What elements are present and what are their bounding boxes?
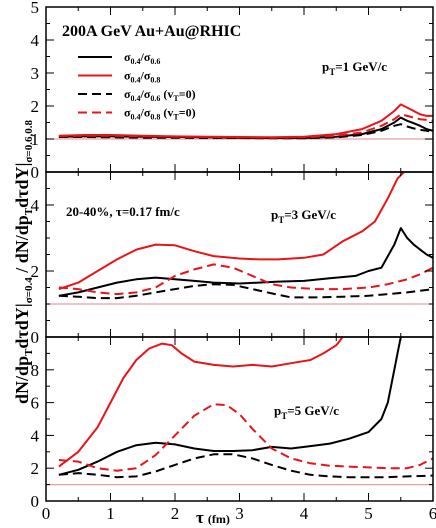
series-line-1 — [58, 337, 402, 476]
y-tick-label: 2 — [31, 262, 40, 281]
legend-label: σ0.4/σ0.6 — [124, 50, 160, 66]
y-tick-label: 0 — [31, 492, 40, 511]
x-tick-label: 6 — [429, 504, 436, 523]
y-tick-label: 1 — [31, 130, 40, 149]
pt-annotation: pT=1 GeV/c — [322, 59, 387, 77]
panel-title: 200A GeV Au+Au@RHIC — [62, 23, 241, 40]
x-tick-label: 5 — [364, 504, 373, 523]
y-tick-label: 3 — [31, 64, 40, 83]
series-line-2 — [58, 337, 344, 468]
y-tick-label: 2 — [31, 97, 40, 116]
y-tick-label: 4 — [31, 196, 40, 215]
series-line-2 — [58, 103, 433, 139]
series-line-1 — [58, 227, 433, 297]
y-tick-label: 0 — [31, 163, 40, 182]
series-group — [58, 337, 433, 479]
panel-frame — [45, 171, 434, 338]
y-tick-label: 4 — [31, 426, 40, 445]
y-tick-label: 6 — [31, 394, 40, 413]
y-tick-label: 0 — [31, 328, 40, 347]
pt-annotation: pT=5 GeV/c — [274, 403, 339, 421]
y-axis-label: dN/dpTdτdY|σ=0.4 / dN/dpTdτdY|σ=0.6,0.8 — [12, 120, 35, 404]
x-tick-label: 0 — [42, 504, 51, 523]
series-line-4 — [58, 403, 433, 472]
panel-title: 20-40%, τ=0.17 fm/c — [66, 204, 180, 219]
x-tick-label: 3 — [235, 504, 244, 523]
series-group — [58, 103, 433, 140]
x-tick-label: 2 — [171, 504, 180, 523]
x-tick-label: 1 — [106, 504, 115, 523]
x-axis-label: τ (fm) — [196, 508, 230, 527]
series-line-4 — [58, 263, 433, 296]
y-tick-label: 4 — [31, 31, 40, 50]
legend: σ0.4/σ0.6 σ0.4/σ0.8 σ0.4/σ0.6 (vT=0) σ0.4/σ… — [78, 50, 196, 122]
series-group — [58, 172, 433, 300]
legend-label: σ0.4/σ0.6 (vT=0) — [124, 87, 196, 103]
series-line-2 — [58, 172, 405, 291]
panel-bottom: 0 2 4 6 8 0 1 2 3 4 5 6 pT=5 GeV/c — [31, 336, 436, 523]
x-tick-label: 4 — [300, 504, 309, 523]
legend-label: σ0.4/σ0.8 — [124, 69, 160, 85]
panel-top: 0 1 2 3 4 5 200A GeV Au+Au@RHIC pT=1 GeV/c — [31, 0, 434, 182]
y-tick-label: 5 — [31, 0, 40, 17]
y-tick-label: 2 — [31, 459, 40, 478]
series-line-3 — [58, 283, 433, 300]
pt-annotation: pT=3 GeV/c — [271, 207, 336, 225]
panel-middle: 0 2 4 20-40%, τ=0.17 fm/c pT=3 GeV/c — [31, 171, 434, 347]
legend-label: σ0.4/σ0.8 (vT=0) — [124, 106, 196, 122]
y-tick-label: 8 — [31, 361, 40, 380]
series-line-3 — [58, 123, 433, 140]
series-line-3 — [58, 453, 433, 479]
